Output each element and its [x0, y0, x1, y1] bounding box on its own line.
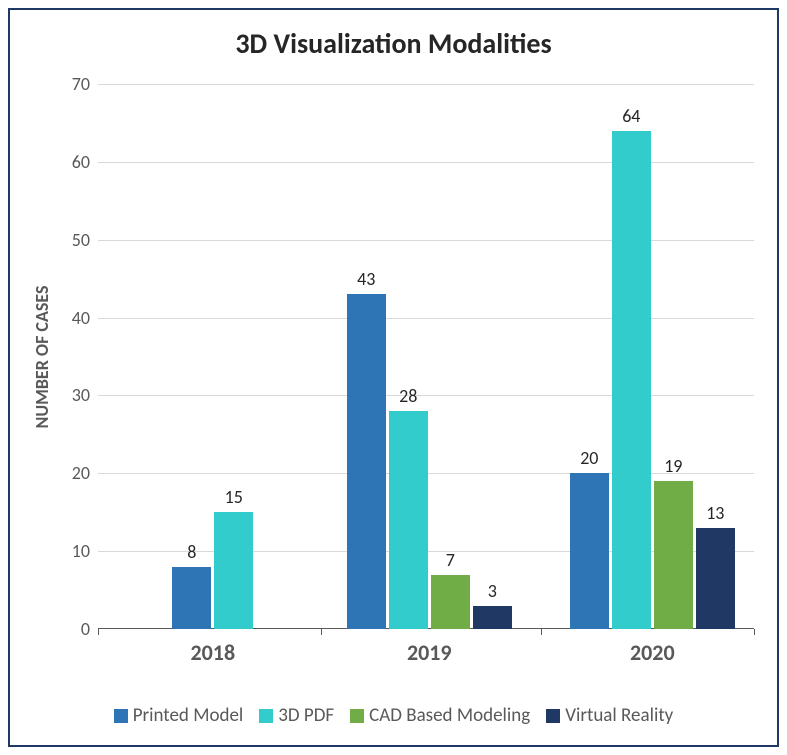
legend-label: Virtual Reality — [565, 704, 673, 727]
x-category-label: 2019 — [407, 639, 452, 666]
chart-container: 3D Visualization Modalities NUMBER OF CA… — [8, 8, 779, 747]
bar-value-label: 13 — [696, 502, 735, 524]
x-tick-mark — [754, 629, 755, 635]
bar: 7 — [431, 575, 470, 630]
bar-value-label: 8 — [172, 541, 211, 563]
legend-swatch — [259, 709, 273, 723]
x-tick-mark — [321, 629, 322, 635]
x-tick-mark — [98, 629, 99, 635]
legend-item: Printed Model — [114, 704, 244, 727]
x-tick-mark — [541, 629, 542, 635]
bar: 3 — [473, 606, 512, 629]
bar-value-label: 28 — [389, 385, 428, 407]
y-tick-label: 0 — [81, 618, 98, 640]
legend-label: Printed Model — [133, 704, 244, 727]
legend-item: CAD Based Modeling — [350, 704, 530, 727]
y-tick-label: 40 — [72, 307, 98, 329]
bar-value-label: 64 — [612, 105, 651, 127]
y-tick-label: 70 — [72, 73, 98, 95]
plot-area: 0102030405060708152018432873201920641913… — [98, 84, 754, 629]
bar-value-label: 15 — [214, 486, 253, 508]
y-tick-label: 30 — [72, 384, 98, 406]
legend-label: CAD Based Modeling — [369, 704, 530, 727]
bar: 64 — [612, 131, 651, 629]
x-category-label: 2020 — [630, 639, 675, 666]
legend-swatch — [546, 709, 560, 723]
gridline — [98, 318, 754, 319]
legend-item: Virtual Reality — [546, 704, 673, 727]
legend-label: 3D PDF — [278, 704, 334, 727]
bar: 13 — [696, 528, 735, 629]
bar: 20 — [570, 473, 609, 629]
chart-title: 3D Visualization Modalities — [10, 10, 777, 61]
bar-value-label: 3 — [473, 580, 512, 602]
gridline — [98, 162, 754, 163]
y-tick-label: 60 — [72, 151, 98, 173]
bar-value-label: 43 — [347, 268, 386, 290]
legend-swatch — [350, 709, 364, 723]
y-tick-label: 20 — [72, 462, 98, 484]
legend-swatch — [114, 709, 128, 723]
bar: 8 — [172, 567, 211, 629]
x-category-label: 2018 — [190, 639, 235, 666]
gridline — [98, 240, 754, 241]
legend: Printed Model 3D PDF CAD Based Modeling Vir… — [10, 704, 777, 727]
bar-value-label: 7 — [431, 549, 470, 571]
y-tick-label: 50 — [72, 229, 98, 251]
bar-value-label: 19 — [654, 455, 693, 477]
bar: 15 — [214, 512, 253, 629]
bar-value-label: 20 — [570, 447, 609, 469]
gridline — [98, 84, 754, 85]
legend-item: 3D PDF — [259, 704, 334, 727]
bar: 19 — [654, 481, 693, 629]
bar: 28 — [389, 411, 428, 629]
bar: 43 — [347, 294, 386, 629]
y-axis-label: NUMBER OF CASES — [31, 285, 53, 428]
y-tick-label: 10 — [72, 540, 98, 562]
